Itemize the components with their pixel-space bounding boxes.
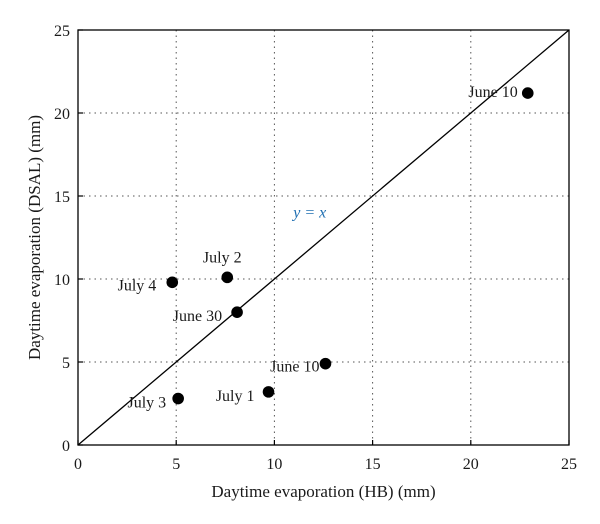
reference-line-group: y = x: [77, 29, 570, 446]
data-point-label-2: July 4: [118, 277, 157, 294]
data-point-0: [521, 87, 534, 99]
y-tick-label-3: 15: [54, 189, 70, 206]
data-point-label-1: July 2: [203, 249, 242, 266]
data-point-label-6: July 3: [127, 395, 166, 412]
y-tick-label-0: 0: [62, 438, 70, 455]
x-tick-label-1: 5: [172, 456, 180, 473]
data-point-label-5: July 1: [216, 388, 255, 405]
y-tick-label-4: 20: [54, 106, 70, 123]
data-points: June 10 July 2 July 4 June 30 June 10 July 1 J…: [118, 84, 534, 412]
x-axis-ticks: 0 5 10 15 20 25: [74, 440, 577, 473]
data-point-5: [262, 386, 275, 398]
data-point-label-0: June 10: [468, 84, 517, 101]
data-point-4: [319, 357, 332, 370]
y-tick-label-1: 5: [62, 355, 70, 372]
y-tick-label-2: 10: [54, 272, 70, 289]
x-tick-label-5: 25: [561, 456, 577, 473]
data-point-2: [166, 276, 179, 289]
data-point-6: [172, 392, 184, 405]
y-axis-label: Daytime evaporation (DSAL) (mm): [25, 115, 44, 360]
x-tick-label-4: 20: [463, 456, 479, 473]
x-axis-label: Daytime evaporation (HB) (mm): [211, 482, 435, 501]
reference-line-label: y = x: [291, 205, 326, 222]
y-tick-label-5: 25: [54, 23, 70, 40]
y-axis-ticks: 0 5 10 15 20 25: [54, 23, 83, 455]
data-point-3: [231, 306, 243, 319]
data-point-label-4: June 10: [270, 359, 319, 376]
x-tick-label-2: 10: [266, 456, 282, 473]
data-point-1: [221, 271, 234, 284]
x-tick-label-0: 0: [74, 456, 82, 473]
plot-frame: [77, 29, 570, 446]
data-point-label-3: June 30: [173, 308, 222, 325]
reference-line: [77, 29, 570, 446]
x-tick-label-3: 15: [365, 456, 381, 473]
